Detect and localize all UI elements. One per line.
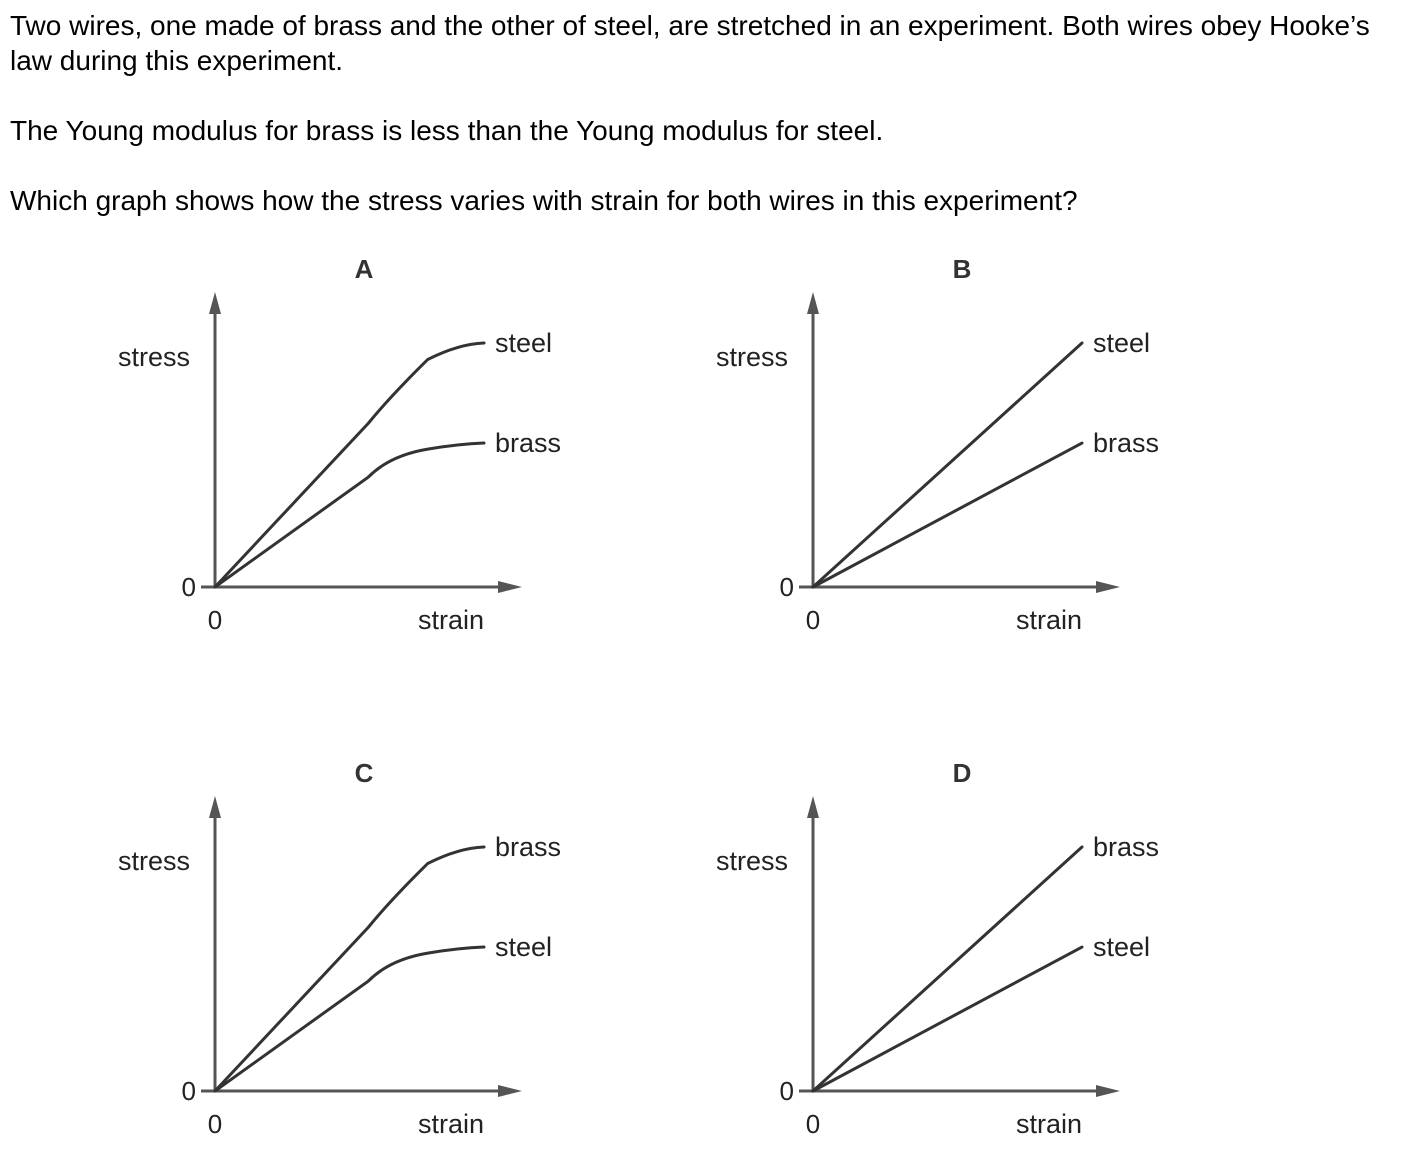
y-axis-arrowhead [209,796,221,818]
series-line-steel [213,341,486,589]
x-origin-tick-label: 0 [806,605,820,635]
series-label-brass: brass [1093,428,1159,458]
series-line-steel [811,341,1084,589]
option-d-label: D [953,758,972,788]
question-text: Two wires, one made of brass and the oth… [10,8,1410,253]
y-origin-tick-label: 0 [780,1076,794,1106]
series-label-brass: brass [1093,832,1159,862]
x-origin-tick-label: 0 [208,1109,222,1139]
series-label-brass: brass [495,428,561,458]
y-axis-label: stress [716,342,788,372]
series-label-steel: steel [1093,932,1150,962]
question-line-3: Which graph shows how the stress varies … [10,185,1078,216]
y-origin-tick-label: 0 [182,572,196,602]
series-label-steel: steel [495,932,552,962]
series-label-steel: steel [1093,328,1150,358]
y-axis-arrowhead [807,292,819,314]
x-axis-arrowhead [1096,1085,1120,1097]
y-axis-label: stress [118,342,190,372]
y-axis-arrowhead [209,292,221,314]
series-line-brass [213,441,486,589]
x-axis-label: strain [418,1109,484,1139]
y-origin-tick-label: 0 [182,1076,196,1106]
x-axis-arrowhead [498,581,522,593]
series-label-brass: brass [495,832,561,862]
question-line-2: The Young modulus for brass is less than… [10,115,884,146]
y-origin-tick-label: 0 [780,572,794,602]
series-line-brass [811,441,1084,589]
y-axis-label: stress [716,846,788,876]
series-label-steel: steel [495,328,552,358]
series-line-steel [811,945,1084,1093]
series-line-brass [811,845,1084,1093]
x-axis-label: strain [418,605,484,635]
series-line-steel [213,945,486,1093]
y-axis-arrowhead [807,796,819,818]
x-origin-tick-label: 0 [208,605,222,635]
option-c-label: C [355,758,374,788]
option-b-label: B [953,254,972,284]
x-axis-arrowhead [1096,581,1120,593]
option-a-label: A [355,254,374,284]
x-axis-label: strain [1016,1109,1082,1139]
question-line-1: Two wires, one made of brass and the oth… [10,10,1370,76]
x-axis-label: strain [1016,605,1082,635]
y-axis-label: stress [118,846,190,876]
x-axis-arrowhead [498,1085,522,1097]
series-line-brass [213,845,486,1093]
x-origin-tick-label: 0 [806,1109,820,1139]
